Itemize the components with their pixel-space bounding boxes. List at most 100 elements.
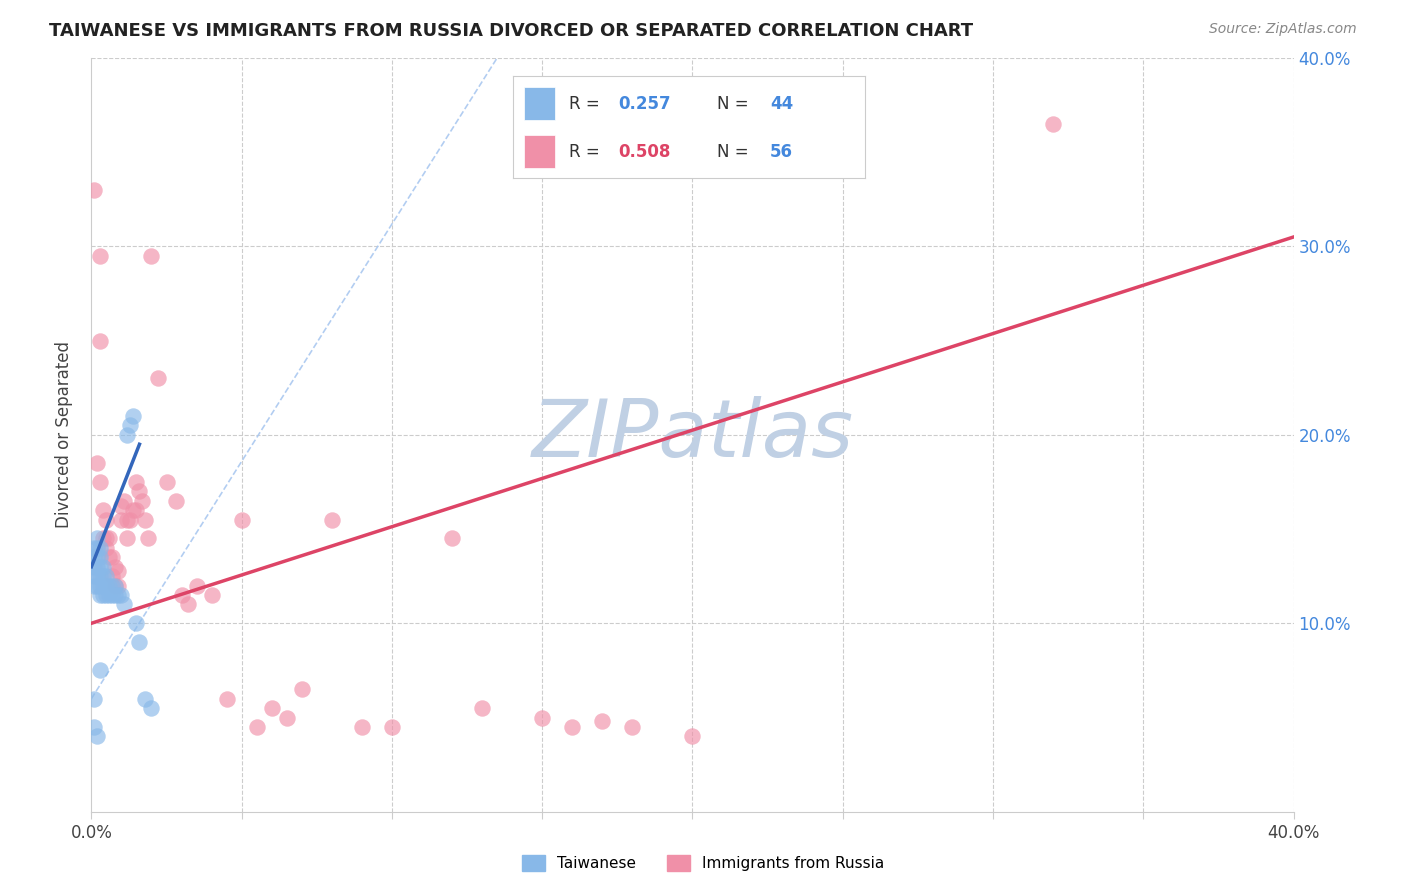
Point (104, 588, 127, 602)
Point (86, 569, 108, 583)
Point (89, 541, 111, 555)
Point (131, 493, 153, 508)
Point (93, 569, 115, 583)
Point (201, 588, 224, 602)
Point (101, 588, 124, 602)
Text: 44: 44 (769, 95, 793, 112)
Point (125, 475, 148, 489)
Point (89, 569, 111, 583)
Point (96, 579, 118, 593)
Legend: Taiwanese, Immigrants from Russia: Taiwanese, Immigrants from Russia (516, 849, 890, 877)
Point (86, 730, 108, 744)
Point (110, 513, 132, 527)
Point (101, 550, 124, 565)
Point (1042, 117, 1064, 131)
Point (165, 493, 187, 508)
Point (96, 588, 118, 602)
Point (141, 249, 163, 263)
Point (107, 579, 129, 593)
Point (128, 484, 150, 499)
Y-axis label: Divorced or Separated: Divorced or Separated (55, 342, 73, 528)
Point (176, 598, 198, 612)
Point (93, 579, 115, 593)
Point (89, 249, 111, 263)
Point (104, 579, 127, 593)
Point (93, 588, 115, 602)
Point (86, 541, 108, 555)
Point (96, 532, 118, 546)
Text: Source: ZipAtlas.com: Source: ZipAtlas.com (1209, 22, 1357, 37)
Point (114, 493, 136, 508)
Text: N =: N = (717, 95, 754, 112)
Point (231, 513, 253, 527)
Point (117, 428, 139, 442)
Point (107, 564, 129, 578)
Point (104, 559, 127, 574)
Point (128, 635, 150, 649)
Text: ZIPatlas: ZIPatlas (531, 396, 853, 474)
Point (246, 720, 269, 734)
Point (471, 701, 494, 715)
Point (83, 691, 105, 706)
Point (89, 550, 111, 565)
Point (141, 701, 163, 715)
Text: 0.508: 0.508 (619, 143, 671, 161)
Point (146, 371, 169, 385)
Point (98, 550, 121, 565)
Bar (523, 136, 555, 168)
Point (186, 579, 208, 593)
Point (89, 664, 111, 678)
Point (531, 710, 554, 724)
Point (114, 598, 136, 612)
Point (83, 541, 105, 555)
Point (101, 579, 124, 593)
Point (89, 579, 111, 593)
Point (98, 588, 121, 602)
Point (440, 532, 463, 546)
Point (276, 710, 298, 724)
Point (86, 456, 108, 470)
Point (96, 513, 118, 527)
Point (138, 532, 160, 546)
Text: R =: R = (569, 143, 606, 161)
Point (120, 418, 142, 433)
Point (260, 701, 283, 715)
Point (83, 183, 105, 197)
Point (125, 503, 148, 517)
Point (96, 569, 118, 583)
Point (83, 550, 105, 565)
Point (381, 720, 404, 734)
Point (621, 720, 644, 734)
Point (110, 588, 132, 602)
Point (93, 503, 115, 517)
Point (89, 475, 111, 489)
Point (134, 691, 156, 706)
Point (89, 559, 111, 574)
Point (83, 720, 105, 734)
Point (96, 541, 118, 555)
Point (134, 513, 156, 527)
Point (681, 730, 703, 744)
Point (125, 616, 148, 631)
Point (86, 579, 108, 593)
Text: N =: N = (717, 143, 754, 161)
Point (591, 714, 613, 729)
Point (107, 588, 129, 602)
Point (86, 532, 108, 546)
Text: TAIWANESE VS IMMIGRANTS FROM RUSSIA DIVORCED OR SEPARATED CORRELATION CHART: TAIWANESE VS IMMIGRANTS FROM RUSSIA DIVO… (49, 22, 973, 40)
Point (321, 513, 343, 527)
Point (350, 720, 373, 734)
Point (170, 588, 193, 602)
Point (110, 500, 132, 514)
Point (291, 682, 314, 697)
Point (215, 691, 238, 706)
Point (98, 579, 121, 593)
Point (122, 409, 145, 423)
Point (93, 532, 115, 546)
Point (86, 559, 108, 574)
Point (155, 475, 177, 489)
Point (117, 513, 139, 527)
Point (83, 579, 105, 593)
Point (117, 532, 139, 546)
Point (104, 579, 127, 593)
